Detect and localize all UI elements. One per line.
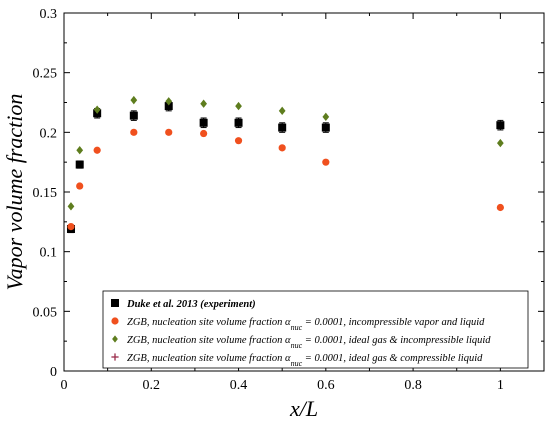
data-point-diamond	[67, 202, 75, 211]
data-point-square	[321, 123, 330, 132]
data-point-circle	[322, 158, 330, 166]
data-point-circle	[130, 128, 138, 136]
data-point-square	[278, 123, 287, 132]
y-tick-label: 0.3	[40, 7, 58, 22]
data-point-diamond	[76, 146, 84, 155]
data-point-square	[75, 160, 84, 169]
y-tick-label: 0.1	[40, 246, 58, 261]
data-point-circle	[200, 129, 208, 138]
legend-entry-label: ZGB, nucleation site volume fraction αnu…	[127, 317, 485, 332]
legend-entry-label: Duke et al. 2013 (experiment)	[126, 299, 256, 310]
legend-marker	[112, 335, 118, 343]
data-point-circle	[496, 203, 504, 212]
y-axis-label: Vapor volume fraction	[2, 94, 27, 291]
x-axis: 0 0.2 0.4 0.6 0.8 1	[61, 13, 545, 393]
data-point-diamond	[165, 97, 173, 106]
y-tick-label: 0.25	[33, 67, 58, 82]
legend-entry-label: ZGB, nucleation site volume fraction αnu…	[127, 335, 491, 350]
y-tick-label: 0	[50, 365, 57, 380]
x-tick-label: 0.8	[404, 378, 422, 393]
x-tick-label: 1	[497, 378, 504, 393]
legend-entry-label: ZGB, nucleation site volume fraction αnu…	[127, 353, 483, 368]
x-tick-label: 0.2	[143, 378, 161, 393]
data-point-diamond	[130, 95, 138, 105]
data-point-square	[164, 102, 173, 111]
data-point-square	[234, 118, 243, 127]
data-point-diamond	[322, 112, 330, 122]
data-point-diamond	[235, 101, 242, 111]
data-point-diamond	[93, 105, 101, 114]
legend-box	[102, 290, 529, 369]
legend-marker	[111, 353, 119, 361]
data-point-circle	[165, 128, 173, 136]
data-marks	[66, 95, 505, 234]
legend: Duke et al. 2013 (experiment) ZGB, nuclea…	[102, 290, 529, 369]
y-tick-label: 0.15	[33, 186, 58, 201]
legend-marker	[111, 299, 119, 307]
data-point-diamond	[497, 138, 504, 148]
data-point-diamond	[200, 99, 207, 108]
data-point-circle	[76, 182, 84, 190]
legend-marker	[111, 317, 119, 325]
data-point-square	[496, 121, 505, 130]
data-point-square	[199, 118, 208, 127]
y-tick-label: 0.05	[33, 305, 58, 320]
x-axis-label: x/L	[289, 396, 318, 421]
y-axis: 0 0.05 0.1 0.15 0.2 0.25 0.3	[33, 7, 544, 380]
y-tick-label: 0.2	[40, 126, 58, 141]
x-tick-label: 0.4	[230, 378, 248, 393]
x-tick-label: 0.6	[317, 378, 335, 393]
data-point-square	[129, 111, 138, 120]
x-tick-label: 0	[61, 378, 68, 393]
data-point-circle	[67, 223, 75, 231]
data-point-circle	[278, 144, 286, 152]
data-point-circle	[234, 137, 243, 145]
data-point-circle	[93, 146, 101, 154]
data-point-diamond	[278, 106, 286, 116]
